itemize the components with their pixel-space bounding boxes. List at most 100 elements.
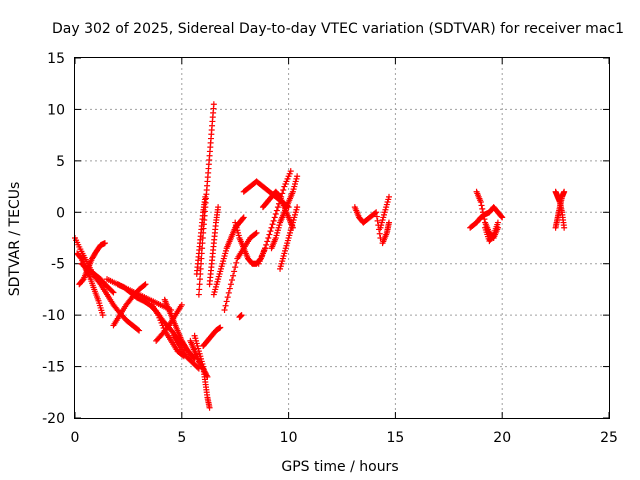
y-tick-label: 10 bbox=[47, 102, 65, 118]
data-point bbox=[224, 294, 231, 301]
data-point bbox=[262, 245, 269, 252]
data-point bbox=[498, 213, 505, 220]
data-point bbox=[263, 241, 270, 248]
data-point bbox=[294, 204, 301, 211]
data-point bbox=[273, 207, 280, 214]
data-point bbox=[240, 215, 247, 222]
data-point bbox=[494, 219, 501, 226]
data-point bbox=[376, 230, 383, 237]
data-point bbox=[232, 264, 239, 271]
data-point bbox=[197, 265, 204, 272]
x-tick-label: 0 bbox=[71, 430, 80, 446]
data-point bbox=[478, 202, 485, 209]
y-tick-label: 5 bbox=[56, 154, 65, 170]
y-tick-label: 15 bbox=[47, 51, 65, 67]
data-point bbox=[372, 210, 379, 217]
data-series-segment bbox=[379, 219, 392, 247]
data-point bbox=[196, 286, 203, 293]
data-point bbox=[385, 193, 392, 200]
y-tick-label: -10 bbox=[42, 308, 65, 324]
data-point bbox=[231, 268, 238, 275]
data-series-segment bbox=[277, 204, 301, 272]
data-point bbox=[268, 224, 275, 231]
data-point bbox=[272, 211, 279, 217]
data-point bbox=[373, 209, 380, 216]
plot-frame bbox=[74, 57, 610, 419]
data-point bbox=[274, 204, 281, 211]
x-tick-label: 15 bbox=[386, 430, 404, 446]
data-point bbox=[269, 221, 276, 228]
data-series-segment bbox=[161, 296, 198, 362]
data-point bbox=[164, 323, 171, 330]
y-tick-label: -15 bbox=[42, 360, 65, 376]
data-series-segment bbox=[170, 332, 202, 372]
x-tick-label: 25 bbox=[600, 430, 618, 446]
x-tick-labels: 0 5 10 15 20 25 bbox=[71, 430, 618, 446]
data-point bbox=[481, 216, 488, 223]
data-point bbox=[99, 312, 106, 319]
data-series-segment bbox=[200, 324, 224, 349]
data-point bbox=[109, 288, 116, 295]
data-point bbox=[221, 307, 228, 313]
data-point bbox=[489, 232, 496, 239]
data-point bbox=[271, 214, 278, 221]
data-point bbox=[178, 301, 185, 308]
data-point bbox=[206, 404, 213, 411]
data-point bbox=[227, 281, 234, 288]
data-point bbox=[385, 219, 392, 226]
y-tick-label: -5 bbox=[51, 257, 65, 273]
data-point bbox=[136, 327, 143, 334]
data-point bbox=[561, 224, 568, 231]
data-point bbox=[238, 312, 245, 319]
data-point bbox=[196, 281, 203, 288]
data-point bbox=[222, 302, 229, 309]
chart-title: Day 302 of 2025, Sidereal Day-to-day VTE… bbox=[52, 21, 624, 37]
data-point bbox=[223, 298, 230, 305]
data-point bbox=[202, 193, 209, 200]
data-point bbox=[141, 282, 148, 289]
data-point bbox=[110, 289, 117, 296]
data-series-segment bbox=[268, 173, 301, 252]
data-point bbox=[561, 188, 568, 195]
data-points bbox=[72, 101, 568, 411]
data-series-segment bbox=[482, 219, 501, 245]
data-series-segment bbox=[193, 193, 209, 277]
y-tick-label: 0 bbox=[56, 205, 65, 221]
data-point bbox=[230, 272, 237, 279]
y-tick-labels: 15 10 5 0 -5 -10 -15 -20 bbox=[42, 51, 65, 427]
data-point bbox=[374, 217, 381, 224]
data-point bbox=[479, 209, 486, 216]
data-point bbox=[233, 259, 240, 266]
data-series-segment bbox=[377, 193, 392, 231]
data-point bbox=[280, 187, 287, 193]
data-point bbox=[210, 101, 217, 108]
data-series-segment bbox=[191, 332, 213, 411]
data-point bbox=[135, 326, 142, 333]
x-axis-label: GPS time / hours bbox=[281, 459, 398, 475]
x-tick-label: 20 bbox=[493, 430, 511, 446]
data-point bbox=[142, 281, 149, 288]
data-point bbox=[294, 173, 301, 180]
y-tick-label: -20 bbox=[42, 411, 65, 427]
data-point bbox=[195, 291, 202, 298]
grid-lines bbox=[75, 58, 609, 418]
data-point bbox=[252, 230, 259, 237]
data-point bbox=[270, 217, 277, 224]
data-point bbox=[477, 199, 484, 205]
data-point bbox=[265, 235, 272, 241]
data-point bbox=[479, 205, 486, 212]
data-point bbox=[267, 228, 274, 235]
data-point bbox=[225, 289, 232, 296]
data-series-segment bbox=[552, 188, 568, 231]
data-point bbox=[215, 204, 222, 211]
data-point bbox=[217, 324, 224, 331]
data-point bbox=[240, 214, 247, 221]
data-point bbox=[264, 238, 271, 245]
data-series-segment bbox=[206, 204, 222, 288]
data-series-segment bbox=[78, 260, 117, 296]
data-series-segment bbox=[351, 204, 384, 241]
data-point bbox=[480, 212, 487, 219]
data-point bbox=[287, 168, 294, 175]
data-point bbox=[101, 240, 108, 247]
